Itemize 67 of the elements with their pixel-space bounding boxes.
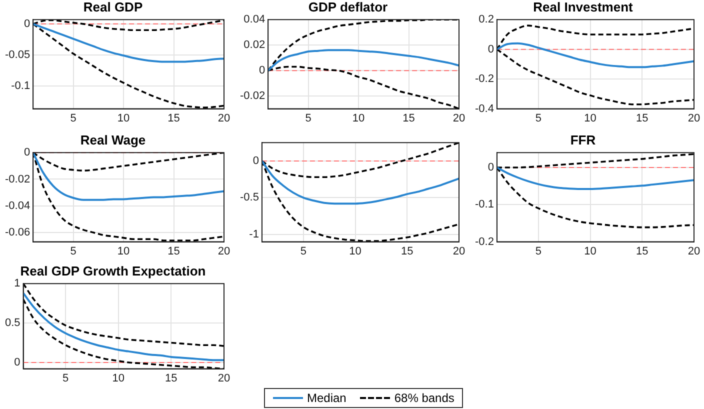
y-tick-label: -0.02: [240, 90, 266, 102]
y-tick-label: -0.05: [4, 48, 30, 61]
x-tick-label: 20: [218, 372, 230, 384]
y-tick-label: -0.4: [474, 102, 494, 115]
y-tick-label: -0.1: [11, 80, 30, 92]
x-tick-label: 5: [62, 372, 69, 384]
x-tick-label: 15: [402, 112, 415, 124]
x-tick-label: 10: [349, 245, 362, 258]
x-tick-label: 5: [70, 245, 76, 258]
x-tick-label: 5: [305, 112, 312, 124]
y-tick-label: 0: [24, 146, 30, 159]
chart-title: Real Investment: [533, 0, 634, 14]
y-tick-label: 0: [258, 64, 266, 77]
y-tick-label: 0.2: [478, 14, 494, 26]
y-tick-label: 1: [14, 278, 20, 290]
x-tick-label: 15: [168, 245, 180, 258]
y-tick-label: -0.06: [4, 226, 30, 239]
y-tick-label: -0.2: [474, 73, 494, 86]
chart-title: Real GDP Growth Expectation: [20, 263, 206, 278]
y-tick-label: 0.5: [4, 317, 20, 330]
y-tick-label: 0: [14, 356, 20, 369]
x-tick-label: 20: [688, 245, 700, 258]
line-series: [496, 166, 694, 190]
x-tick-label: 20: [688, 112, 700, 124]
y-tick-label: -0.2: [474, 236, 494, 248]
x-tick-label: 15: [165, 372, 178, 384]
y-tick-label: 0.02: [244, 39, 266, 52]
y-tick-label: -1: [249, 228, 259, 240]
x-tick-label: 10: [584, 245, 596, 258]
chart-title: Real Wage: [80, 132, 146, 148]
x-tick-label: 20: [218, 245, 230, 258]
x-tick-label: 15: [636, 245, 648, 258]
line-series: [496, 42, 694, 68]
line-series: [268, 49, 459, 72]
line-series: [262, 160, 459, 205]
y-tick-label: -0.02: [4, 173, 30, 186]
y-tick-label: 0: [24, 18, 30, 30]
x-tick-label: 10: [112, 372, 124, 384]
chart-title: Real GDP: [83, 0, 143, 14]
line-series: [23, 292, 224, 362]
y-tick-label: -0.5: [240, 192, 259, 204]
x-tick-label: 20: [452, 112, 466, 124]
x-tick-label: 5: [535, 112, 542, 124]
y-tick-label: 0: [488, 162, 494, 174]
x-tick-label: 20: [218, 112, 230, 124]
x-tick-label: 10: [117, 245, 130, 258]
chart-title: FFR: [570, 132, 596, 148]
legend-label: Median: [307, 391, 346, 405]
y-tick-label: 0: [488, 43, 494, 56]
y-tick-label: 0: [252, 155, 259, 167]
x-tick-label: 5: [535, 245, 542, 258]
x-tick-label: 15: [168, 112, 180, 124]
chart-title: GDP deflator: [308, 0, 388, 14]
x-tick-label: 15: [401, 245, 414, 258]
x-tick-label: 10: [117, 112, 130, 124]
x-tick-label: 5: [70, 112, 76, 124]
x-tick-label: 20: [452, 245, 466, 258]
y-tick-label: 0.04: [244, 14, 266, 26]
x-tick-label: 10: [584, 112, 596, 124]
line-series: [23, 284, 224, 347]
line-series: [33, 22, 224, 63]
x-tick-label: 10: [352, 112, 365, 124]
y-tick-label: -0.1: [474, 198, 494, 211]
y-tick-label: -0.04: [4, 200, 30, 212]
legend-label: 68% bands: [394, 391, 454, 405]
x-tick-label: 5: [300, 245, 306, 258]
x-tick-label: 15: [636, 112, 648, 124]
